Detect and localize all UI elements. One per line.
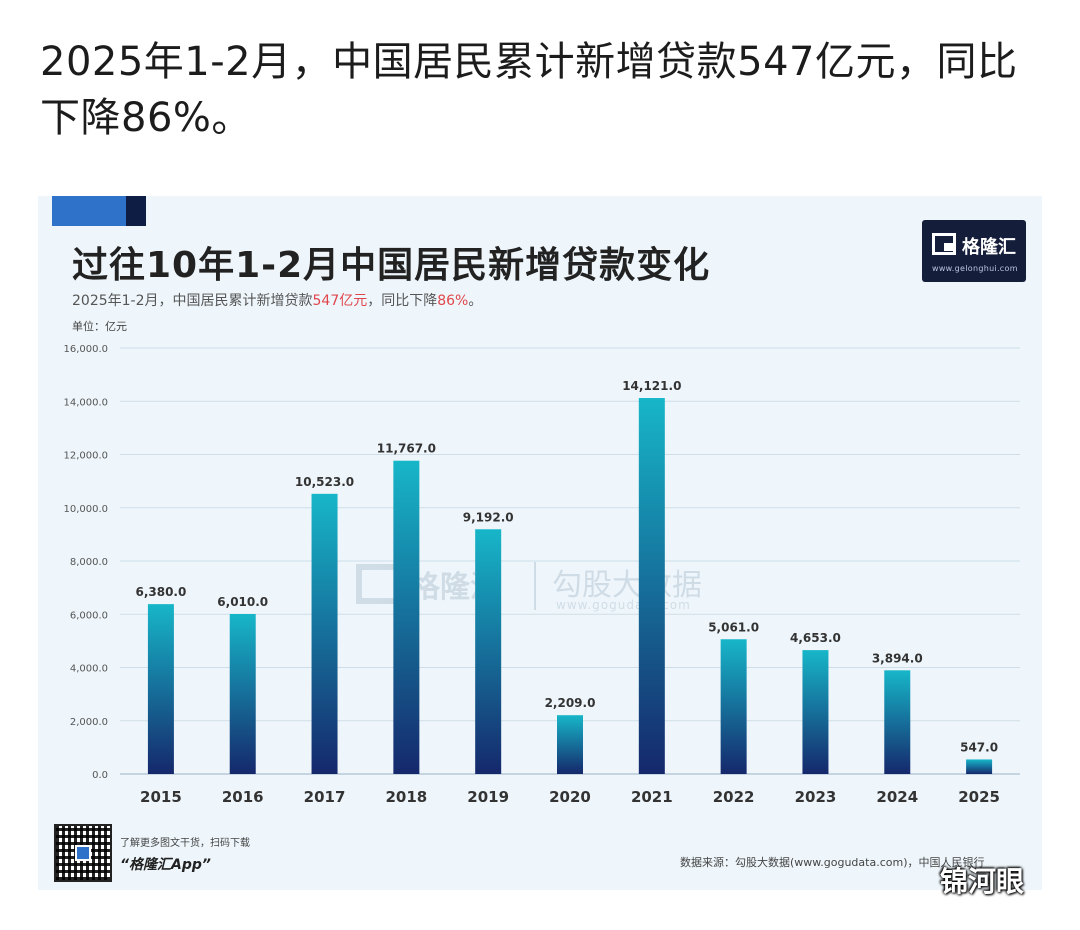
brand-logo-name: 格隆汇 <box>962 237 1016 258</box>
subtitle-highlight-percent: 86% <box>437 293 469 309</box>
bar-2025 <box>966 759 993 774</box>
subtitle-part: ，同比下降 <box>367 293 438 309</box>
value-label: 5,061.0 <box>708 620 759 634</box>
watermark-data: 勾股大数据 <box>552 568 702 603</box>
y-tick-label: 2,000.0 <box>70 717 108 728</box>
value-label: 2,209.0 <box>545 696 596 710</box>
bar-2021 <box>638 398 665 774</box>
x-tick-label: 2019 <box>467 788 509 806</box>
value-label: 547.0 <box>960 740 998 754</box>
x-tick-label: 2020 <box>549 788 591 806</box>
app-name: “格隆汇App” <box>120 857 211 873</box>
value-label: 3,894.0 <box>872 651 923 665</box>
author-watermark: 锦河眼 <box>940 865 1025 898</box>
bar-chart: 0.0 2,000.0 4,000.0 6,000.0 8,000.0 10,000.0 1… <box>63 344 1020 806</box>
data-source: 数据来源：勾股大数据(www.gogudata.com)，中国人民银行 <box>680 856 985 869</box>
post-text: 2025年1-2月，中国居民累计新增贷款547亿元，同比下降86%。 <box>40 39 1018 141</box>
chart-subtitle: 2025年1-2月，中国居民累计新增贷款547亿元，同比下降86%。 <box>72 290 482 310</box>
value-label: 9,192.0 <box>463 510 514 524</box>
qr-center-logo-icon <box>75 845 91 861</box>
value-label: 11,767.0 <box>377 442 436 456</box>
chart-title: 过往10年1-2月中国居民新增贷款变化 <box>72 245 711 286</box>
y-tick-label: 0.0 <box>92 770 108 781</box>
value-label: 4,653.0 <box>790 631 841 645</box>
y-tick-label: 8,000.0 <box>70 557 108 568</box>
brand-logo-url: www.gelonghui.com <box>932 264 1018 273</box>
y-tick-label: 10,000.0 <box>63 504 108 515</box>
qr-code[interactable] <box>54 824 112 882</box>
bar-2024 <box>884 670 911 774</box>
x-tick-label: 2021 <box>631 788 673 806</box>
brand-logo: 格隆汇 www.gelonghui.com <box>922 220 1026 282</box>
chart-image-card[interactable]: 过往10年1-2月中国居民新增贷款变化 2025年1-2月，中国居民累计新增贷款… <box>38 196 1042 890</box>
download-prompt: 了解更多图文干货，扫码下载 <box>120 838 250 849</box>
subtitle-part: 。 <box>468 293 483 309</box>
value-label: 14,121.0 <box>622 379 681 393</box>
x-tick-label: 2022 <box>713 788 755 806</box>
x-tick-label: 2023 <box>795 788 837 806</box>
value-label: 6,380.0 <box>135 585 186 599</box>
bar-2015 <box>147 604 174 774</box>
bar-2020 <box>557 715 583 774</box>
subtitle-highlight-amount: 547亿元 <box>312 293 368 309</box>
bar-2018 <box>393 460 420 774</box>
bar-2016 <box>229 613 256 774</box>
watermark-divider <box>534 562 536 610</box>
y-tick-label: 16,000.0 <box>63 344 108 355</box>
x-tick-label: 2016 <box>222 788 264 806</box>
decor-bar-dark <box>126 196 146 226</box>
y-tick-label: 12,000.0 <box>63 451 108 462</box>
y-tick-label: 14,000.0 <box>63 397 108 408</box>
bar-2017 <box>311 493 338 774</box>
decor-bar-blue <box>52 196 126 226</box>
bar-2022 <box>720 639 747 774</box>
value-label: 6,010.0 <box>217 595 268 609</box>
y-tick-label: 6,000.0 <box>70 610 108 621</box>
bar-2023 <box>802 650 829 774</box>
y-tick-label: 4,000.0 <box>70 664 108 675</box>
x-tick-label: 2015 <box>140 788 182 806</box>
x-tick-label: 2025 <box>958 788 1000 806</box>
x-tick-label: 2017 <box>304 788 346 806</box>
x-tick-label: 2018 <box>385 788 427 806</box>
unit-label: 单位：亿元 <box>72 320 127 333</box>
bar-2019 <box>475 529 502 774</box>
value-label: 10,523.0 <box>295 475 354 489</box>
x-tick-label: 2024 <box>876 788 918 806</box>
brand-logo-icon <box>932 233 956 255</box>
subtitle-part: 2025年1-2月，中国居民累计新增贷款 <box>72 293 313 309</box>
